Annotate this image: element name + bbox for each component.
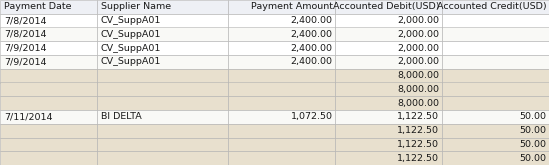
Bar (335, 55, 442, 69)
Bar (97, 14, 228, 28)
Bar (228, 124, 335, 137)
Text: Supplier Name: Supplier Name (101, 2, 171, 11)
Text: 50.00: 50.00 (519, 112, 546, 121)
Text: 50.00: 50.00 (519, 126, 546, 135)
Text: 2,000.00: 2,000.00 (397, 57, 439, 66)
Text: 1,122.50: 1,122.50 (397, 154, 439, 163)
Bar (442, 55, 549, 69)
Bar (228, 55, 335, 69)
Text: Payment Date: Payment Date (4, 2, 71, 11)
Bar (335, 124, 442, 137)
Text: 2,400.00: 2,400.00 (290, 57, 333, 66)
Bar (335, 28, 442, 41)
Text: BI DELTA: BI DELTA (101, 112, 142, 121)
Text: CV_SuppA01: CV_SuppA01 (101, 16, 161, 25)
Bar (442, 82, 549, 96)
Text: 2,400.00: 2,400.00 (290, 44, 333, 53)
Bar (228, 96, 335, 110)
Bar (228, 0, 335, 14)
Bar (442, 137, 549, 151)
Bar (442, 28, 549, 41)
Text: 8,000.00: 8,000.00 (397, 85, 439, 94)
Bar (97, 110, 228, 124)
Bar (0, 137, 97, 151)
Bar (335, 151, 442, 165)
Bar (442, 0, 549, 14)
Bar (442, 69, 549, 82)
Bar (0, 14, 97, 28)
Text: 1,122.50: 1,122.50 (397, 112, 439, 121)
Text: 2,000.00: 2,000.00 (397, 44, 439, 53)
Bar (228, 14, 335, 28)
Text: 50.00: 50.00 (519, 140, 546, 149)
Bar (228, 151, 335, 165)
Bar (97, 137, 228, 151)
Bar (335, 0, 442, 14)
Bar (97, 96, 228, 110)
Bar (228, 41, 335, 55)
Bar (0, 124, 97, 137)
Bar (0, 110, 97, 124)
Bar (228, 110, 335, 124)
Bar (0, 82, 97, 96)
Bar (335, 41, 442, 55)
Text: 2,400.00: 2,400.00 (290, 16, 333, 25)
Bar (335, 96, 442, 110)
Text: CV_SuppA01: CV_SuppA01 (101, 44, 161, 53)
Text: 1,122.50: 1,122.50 (397, 126, 439, 135)
Text: 1,122.50: 1,122.50 (397, 140, 439, 149)
Bar (442, 124, 549, 137)
Bar (228, 137, 335, 151)
Text: 2,000.00: 2,000.00 (397, 16, 439, 25)
Bar (335, 137, 442, 151)
Text: 1,072.50: 1,072.50 (290, 112, 333, 121)
Bar (97, 69, 228, 82)
Bar (442, 151, 549, 165)
Text: 8,000.00: 8,000.00 (397, 99, 439, 108)
Bar (228, 82, 335, 96)
Text: Accounted Credit(USD): Accounted Credit(USD) (436, 2, 546, 11)
Text: 7/8/2014: 7/8/2014 (4, 16, 46, 25)
Text: Payment Amount: Payment Amount (250, 2, 333, 11)
Text: 8,000.00: 8,000.00 (397, 71, 439, 80)
Bar (97, 82, 228, 96)
Text: 7/11/2014: 7/11/2014 (4, 112, 52, 121)
Bar (97, 55, 228, 69)
Text: 50.00: 50.00 (519, 154, 546, 163)
Bar (97, 124, 228, 137)
Bar (442, 14, 549, 28)
Bar (442, 96, 549, 110)
Bar (335, 69, 442, 82)
Bar (97, 151, 228, 165)
Bar (335, 82, 442, 96)
Bar (0, 96, 97, 110)
Bar (0, 41, 97, 55)
Bar (0, 0, 97, 14)
Text: 2,400.00: 2,400.00 (290, 30, 333, 39)
Bar (0, 28, 97, 41)
Bar (0, 55, 97, 69)
Text: 7/9/2014: 7/9/2014 (4, 57, 46, 66)
Bar (97, 0, 228, 14)
Bar (335, 110, 442, 124)
Bar (228, 28, 335, 41)
Bar (228, 69, 335, 82)
Text: CV_SuppA01: CV_SuppA01 (101, 57, 161, 66)
Bar (442, 41, 549, 55)
Bar (0, 151, 97, 165)
Bar (442, 110, 549, 124)
Bar (97, 41, 228, 55)
Text: 7/8/2014: 7/8/2014 (4, 30, 46, 39)
Text: 7/9/2014: 7/9/2014 (4, 44, 46, 53)
Text: CV_SuppA01: CV_SuppA01 (101, 30, 161, 39)
Bar (0, 69, 97, 82)
Bar (97, 28, 228, 41)
Bar (335, 14, 442, 28)
Text: 2,000.00: 2,000.00 (397, 30, 439, 39)
Text: Accounted Debit(USD): Accounted Debit(USD) (333, 2, 439, 11)
